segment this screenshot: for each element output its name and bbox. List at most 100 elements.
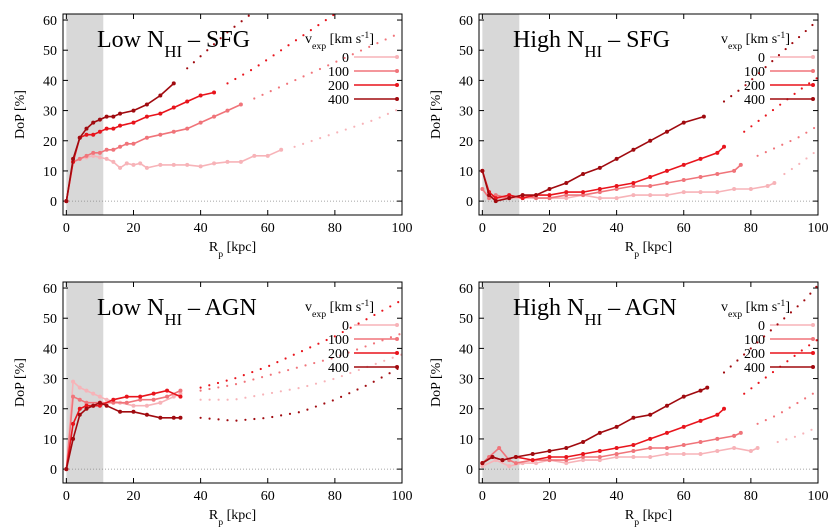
data-point [648, 193, 653, 198]
data-point [681, 162, 686, 167]
legend-label: 100 [744, 333, 765, 348]
data-point [238, 159, 243, 164]
data-point [97, 129, 102, 134]
data-point [77, 406, 82, 411]
panel-title-part: – AGN [602, 295, 677, 321]
x-tick-label: 100 [808, 489, 829, 504]
legend-label: 200 [744, 79, 765, 94]
data-point [71, 156, 76, 161]
data-point [614, 156, 619, 161]
x-axis-label-part: p [218, 517, 223, 528]
data-point [547, 187, 552, 192]
data-point [212, 161, 217, 166]
data-point [534, 196, 539, 201]
data-point [131, 141, 136, 146]
data-point [738, 430, 743, 435]
data-point [748, 449, 753, 454]
data-point [581, 458, 586, 463]
data-point [722, 144, 727, 149]
data-point [178, 394, 183, 399]
data-point [681, 394, 686, 399]
data-point [597, 187, 602, 192]
panel-title-part: – SFG [182, 27, 250, 53]
x-axis-label-part: p [634, 517, 639, 528]
data-point [715, 190, 720, 195]
data-point [581, 193, 586, 198]
x-axis-label-part: R [625, 240, 635, 255]
data-point [212, 90, 217, 95]
data-point [138, 394, 143, 399]
data-point [738, 162, 743, 167]
legend-marker [395, 323, 399, 327]
data-point [564, 181, 569, 186]
data-point [701, 114, 706, 119]
data-point [64, 467, 69, 472]
y-tick-label: 50 [43, 312, 57, 327]
legend-title-part: [km s [742, 32, 777, 47]
x-axis-label: Rp [kpc] [209, 240, 256, 260]
x-tick-label: 20 [126, 489, 140, 504]
data-point [500, 458, 505, 463]
model-extension [199, 353, 404, 401]
series-line [481, 146, 725, 199]
data-point [748, 187, 753, 192]
legend-marker [811, 337, 815, 341]
plot-frame [62, 281, 403, 484]
data-point [698, 156, 703, 161]
legend-marker [811, 55, 815, 59]
data-point [507, 464, 512, 469]
data-point [84, 400, 89, 405]
legend-marker [811, 97, 815, 101]
data-point [614, 196, 619, 201]
series-line [481, 386, 708, 464]
x-tick-label: 100 [392, 489, 413, 504]
data-point [91, 150, 96, 155]
y-tick-label: 40 [459, 342, 473, 357]
legend-title-part: ] [785, 300, 790, 315]
data-point [581, 455, 586, 460]
data-point [84, 132, 89, 137]
data-point [664, 181, 669, 186]
y-tick-label: 60 [459, 14, 473, 29]
data-point [77, 156, 82, 161]
legend-title-part: ] [369, 32, 374, 47]
legend-marker [395, 365, 399, 369]
data-point [547, 196, 552, 201]
panel-title: High NHI – AGN [513, 295, 677, 329]
y-tick-label: 0 [466, 195, 473, 210]
y-tick-label: 50 [459, 312, 473, 327]
legend-label: 400 [328, 361, 349, 376]
data-point [614, 424, 619, 429]
x-tick-label: 40 [610, 489, 624, 504]
data-point [91, 120, 96, 125]
data-point [631, 147, 636, 152]
data-point [77, 385, 82, 390]
legend-title-part: v [305, 300, 312, 315]
data-point [648, 174, 653, 179]
data-point [715, 171, 720, 176]
data-point [131, 108, 136, 113]
data-point [614, 184, 619, 189]
panel: 0 20 40 60 80 10001020304050600100200400High … [429, 13, 829, 260]
data-point [144, 165, 149, 170]
data-point [178, 415, 183, 420]
data-point [158, 111, 163, 116]
panel-title: High NHI – SFG [513, 27, 670, 61]
data-point [722, 406, 727, 411]
y-tick-label: 10 [459, 433, 473, 448]
data-point [534, 461, 539, 466]
data-point [77, 412, 82, 417]
data-point [77, 135, 82, 140]
x-tick-label: 80 [744, 489, 758, 504]
model-extension [756, 389, 820, 425]
y-tick-label: 40 [43, 342, 57, 357]
data-point [530, 458, 535, 463]
legend-title: vexp [km s-1] [305, 30, 374, 52]
data-point [648, 138, 653, 143]
data-point [631, 442, 636, 447]
data-point [581, 171, 586, 176]
y-tick-label: 0 [50, 195, 57, 210]
data-point [111, 159, 116, 164]
data-point [97, 155, 102, 160]
